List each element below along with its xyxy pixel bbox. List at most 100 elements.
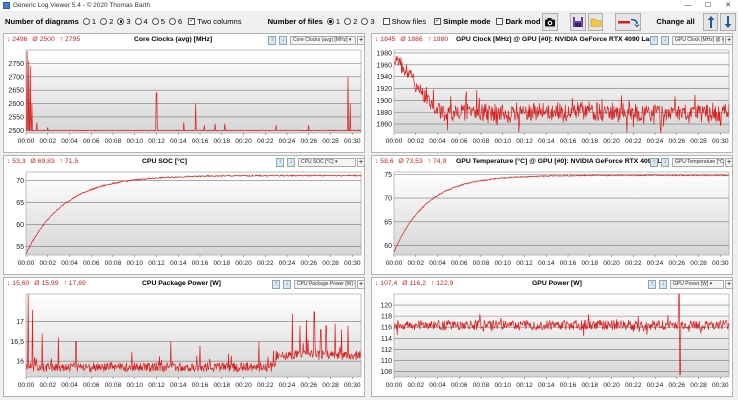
x-tick-label: 00:28 [322,138,339,145]
x-tick-label: 00:28 [322,260,339,267]
add-sensor-button[interactable]: + [725,158,733,167]
x-tick-label: 00:18 [214,382,231,389]
files-radio-dot[interactable] [344,18,352,25]
y-tick-label: 1920 [376,86,392,93]
x-tick-label: 00:26 [669,138,686,145]
y-tick-label: 2700 [8,74,24,81]
add-sensor-button[interactable]: + [725,280,733,289]
diagrams-radio-dot[interactable] [151,18,159,25]
add-sensor-button[interactable]: + [357,158,365,167]
simple-mode-check-box[interactable]: ✓ [434,18,442,25]
swap-files-button[interactable] [615,12,642,31]
maximize-button[interactable]: ☐ [704,2,712,9]
sensor-select[interactable]: GPU Clock [MHz] @ GPU ▾ [672,36,724,45]
stat-min: ↓ 2496 [7,36,28,43]
dark-mode-check-box[interactable] [496,18,504,25]
y-tick-label: 108 [380,369,392,376]
y-tick-label: 120 [380,303,392,310]
sensor-select[interactable]: CPU Package Power [W] ▾ [294,280,356,289]
stat-avg: Ø 73,53 [398,158,423,165]
x-tick-label: 00:28 [690,138,707,145]
sensor-select[interactable]: CPU SOC [°C] ▾ [298,158,356,167]
stat-max: ↑ 2795 [59,36,81,43]
line-chart: 16 16,5 17 00:00 00:02 00:04 00:06 00:08 00:10 00… [10,293,362,389]
move-down-all-button[interactable] [720,12,737,31]
close-button[interactable]: ✕ [725,2,731,9]
x-tick-label: 00:08 [473,260,490,267]
two-columns-check-box[interactable]: ✓ [188,18,196,25]
chart-header: ↓ 58,6 Ø 73,53 ↑ 74,9 GPU Temperature [°C] … [372,156,733,169]
stat-max: ↑ 17,69 [63,280,86,287]
add-sensor-button[interactable]: + [725,36,733,45]
diagrams-radio-1[interactable]: 1 [82,17,96,26]
move-up-button[interactable]: ↑ [272,280,280,289]
files-radio-label: 1 [335,17,341,26]
stat-avg: Ø 15,99 [34,280,59,287]
move-down-button[interactable]: ↓ [659,280,667,289]
open-folder-button[interactable] [587,12,604,31]
x-tick-label: 00:20 [603,382,620,389]
diagrams-radio-dot[interactable] [100,18,108,25]
swap-icon [618,18,640,27]
diagrams-radio-dot[interactable] [82,18,90,25]
app-icon [3,2,10,9]
move-down-button[interactable]: ↓ [661,36,669,45]
x-tick-label: 00:06 [83,382,100,389]
chart-stats: ↓ 2496 Ø 2500 ↑ 2795 [7,36,85,43]
move-down-button[interactable]: ↓ [283,280,291,289]
files-radio-dot[interactable] [326,18,334,25]
diagrams-radio-4[interactable]: 4 [134,17,148,26]
diagrams-radio-dot[interactable] [134,18,142,25]
x-tick-label: 00:04 [429,382,446,389]
move-up-button[interactable]: ↑ [276,158,284,167]
files-radio-2[interactable]: 2 [344,17,357,26]
files-radio-3[interactable]: 3 [361,17,375,26]
x-tick-label: 00:28 [690,382,707,389]
y-tick-label: 70 [384,196,392,203]
diagrams-radio-3[interactable]: 3 [117,17,131,26]
x-tick-label: 00:12 [516,138,533,145]
x-tick-label: 00:28 [690,260,707,267]
screenshot-button[interactable] [542,12,559,31]
show-files-checkbox[interactable]: Show files [382,17,426,26]
x-tick-label: 00:22 [625,382,642,389]
save-button[interactable] [570,12,586,31]
minimize-button[interactable]: — [684,2,692,9]
diagrams-radio-dot[interactable] [117,18,125,25]
simple-mode-checkbox[interactable]: ✓ Simple mode [434,17,490,26]
diagrams-radio-label: 4 [143,17,148,26]
sensor-select[interactable]: GPU Temperature [°C] @ ▾ [672,158,724,167]
diagrams-radio-5[interactable]: 5 [151,17,165,26]
sensor-select[interactable]: Core Clocks (avg) [MHz] ▾ [290,36,356,45]
stat-max: ↑ 122,9 [430,280,454,287]
move-up-button[interactable]: ↑ [648,280,656,289]
add-sensor-button[interactable]: + [357,280,365,289]
two-columns-checkbox[interactable]: ✓ Two columns [188,17,242,26]
files-radio-dot[interactable] [361,18,369,25]
move-up-button[interactable]: ↑ [650,158,658,167]
x-tick-label: 00:30 [344,138,361,145]
move-up-button[interactable]: ↑ [650,36,658,45]
files-radio-1[interactable]: 1 [326,17,341,26]
diagrams-radio-dot[interactable] [169,18,177,25]
x-tick-label: 00:00 [18,260,35,267]
diagrams-radio-6[interactable]: 6 [169,17,182,26]
move-up-all-button[interactable] [702,12,719,31]
dark-mode-checkbox[interactable]: Dark mod [496,17,540,26]
move-up-button[interactable]: ↑ [268,36,276,45]
x-tick-label: 00:24 [647,138,664,145]
x-tick-label: 00:02 [39,382,56,389]
chart-panel: ↓ 15,60 Ø 15,99 ↑ 17,69 CPU Package Power [… [3,277,365,397]
x-tick-label: 00:24 [279,260,296,267]
move-down-button[interactable]: ↓ [661,158,669,167]
two-columns-label: Two columns [197,17,242,26]
add-sensor-button[interactable]: + [357,36,365,45]
sensor-select[interactable]: GPU Power [W] ▾ [670,280,724,289]
diagrams-radio-2[interactable]: 2 [100,17,113,26]
y-tick-label: 16 [16,359,24,366]
stat-max: ↑ 74,9 [427,158,447,165]
y-tick-label: 2650 [8,88,24,95]
move-down-button[interactable]: ↓ [287,158,295,167]
move-down-button[interactable]: ↓ [279,36,287,45]
show-files-check-box[interactable] [382,18,390,25]
